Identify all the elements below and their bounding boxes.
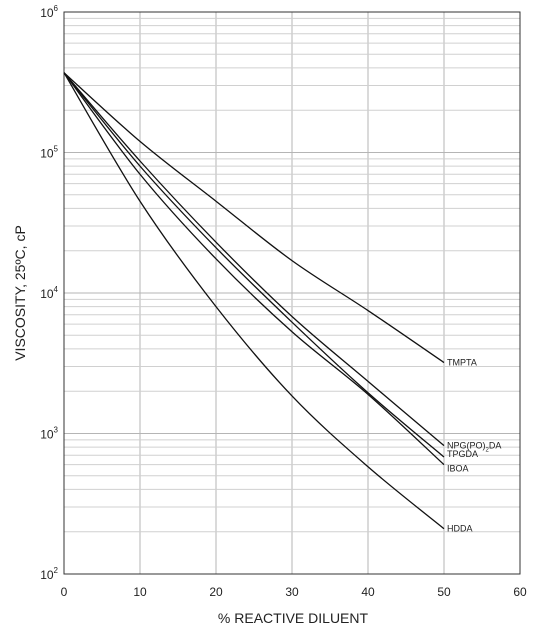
- y-tick-label: 106: [40, 4, 58, 20]
- y-tick-label: 103: [40, 426, 58, 442]
- series-label-hdda: HDDA: [447, 524, 473, 534]
- series-line-hdda: [63, 72, 445, 530]
- x-tick-label: 60: [513, 585, 527, 599]
- series-label-tpgda: TPGDA: [447, 449, 478, 459]
- x-tick-label: 0: [61, 585, 68, 599]
- series-line-tpgda: [63, 72, 445, 458]
- y-tick-label: 104: [40, 285, 58, 301]
- series-label-iboa: IBOA: [447, 464, 469, 474]
- x-tick-label: 40: [361, 585, 375, 599]
- y-axis-ticks: 102 103 104 105 106: [40, 4, 58, 582]
- plot-frame: [63, 11, 521, 575]
- x-tick-label: 10: [133, 585, 147, 599]
- series-line-iboa: [63, 72, 445, 466]
- x-tick-label: 20: [209, 585, 223, 599]
- grid: [63, 12, 521, 575]
- series-label-tmpta: TMPTA: [447, 358, 477, 368]
- x-axis-title: % REACTIVE DILUENT: [218, 610, 369, 626]
- series-lines: [63, 72, 445, 530]
- x-tick-label: 30: [285, 585, 299, 599]
- x-tick-label: 50: [437, 585, 451, 599]
- series-line-tmpta: [63, 72, 445, 364]
- y-tick-label: 102: [40, 566, 58, 582]
- y-axis-title: VISCOSITY, 25ºC, cP: [12, 225, 28, 361]
- x-axis-ticks: 0 10 20 30 40 50 60: [61, 585, 527, 599]
- series-line-npg-po-2da: [63, 72, 445, 447]
- y-tick-label: 105: [40, 145, 58, 161]
